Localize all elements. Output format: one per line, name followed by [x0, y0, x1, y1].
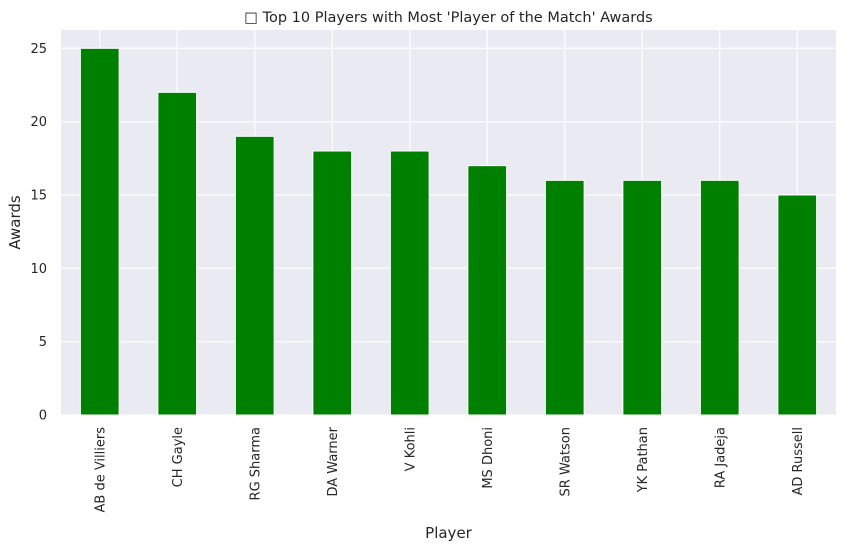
bar-ch-gayle [157, 91, 198, 416]
y-axis-title: Awards [6, 195, 24, 250]
x-tick-label: DA Warner [326, 426, 341, 496]
bars [79, 47, 818, 416]
y-tick-label: 25 [30, 42, 47, 57]
x-tick-label: MS Dhoni [481, 427, 496, 489]
bar-rg-sharma [234, 135, 275, 416]
x-tick-label: CH Gayle [171, 427, 186, 487]
bar-da-warner [312, 150, 353, 416]
bar-ms-dhoni [467, 165, 508, 416]
chart-title: □ Top 10 Players with Most 'Player of th… [244, 10, 652, 26]
y-tick-label: 20 [30, 115, 47, 130]
bar-v-kohli [389, 150, 430, 416]
y-axis-ticks: 0 5 10 15 20 25 [30, 42, 47, 424]
y-tick-label: 5 [39, 335, 47, 350]
x-axis-title: Player [425, 524, 473, 542]
x-axis-ticks: AB de Villiers CH Gayle RG Sharma DA Warner… [93, 426, 806, 512]
bar-ra-jadeja [699, 179, 740, 416]
x-tick-label: YK Pathan [636, 427, 651, 493]
bar-ad-russell [777, 194, 818, 416]
x-tick-label: V Kohli [403, 427, 418, 471]
bar-ab-de-villiers [79, 47, 120, 416]
bar-sr-watson [544, 179, 585, 416]
x-tick-label: RG Sharma [248, 427, 263, 500]
x-tick-label: AD Russell [791, 427, 806, 496]
x-tick-label: AB de Villiers [93, 427, 108, 513]
y-tick-label: 10 [30, 262, 47, 277]
y-tick-label: 0 [39, 409, 47, 424]
bar-yk-pathan [622, 179, 663, 416]
x-tick-label: RA Jadeja [713, 427, 728, 488]
x-tick-label: SR Watson [558, 427, 573, 496]
y-tick-label: 15 [30, 189, 47, 204]
